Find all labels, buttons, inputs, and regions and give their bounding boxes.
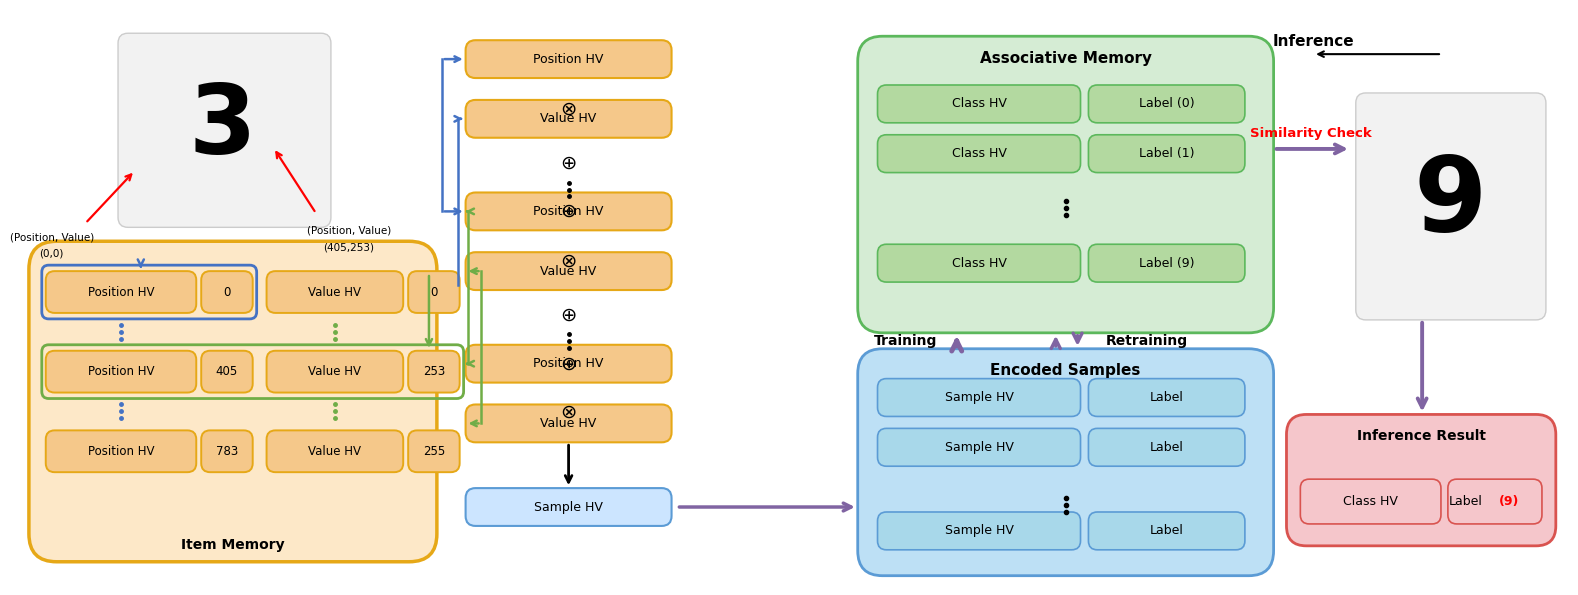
Text: Label: Label <box>1449 495 1483 508</box>
Text: 783: 783 <box>216 445 238 458</box>
FancyBboxPatch shape <box>858 349 1273 576</box>
FancyBboxPatch shape <box>1089 245 1245 282</box>
Text: Position HV: Position HV <box>88 445 155 458</box>
FancyBboxPatch shape <box>1089 378 1245 416</box>
Text: Position HV: Position HV <box>533 357 604 370</box>
FancyBboxPatch shape <box>877 134 1081 173</box>
Text: 255: 255 <box>423 445 445 458</box>
FancyBboxPatch shape <box>1286 415 1556 546</box>
FancyBboxPatch shape <box>466 193 672 230</box>
Text: ⊕: ⊕ <box>560 305 578 324</box>
Text: 405: 405 <box>216 365 238 378</box>
FancyBboxPatch shape <box>46 350 196 393</box>
FancyBboxPatch shape <box>267 350 404 393</box>
Text: Value HV: Value HV <box>308 365 361 378</box>
FancyBboxPatch shape <box>202 271 252 313</box>
FancyBboxPatch shape <box>858 36 1273 333</box>
Text: Position HV: Position HV <box>88 365 155 378</box>
FancyBboxPatch shape <box>409 350 459 393</box>
FancyBboxPatch shape <box>1300 479 1441 524</box>
FancyBboxPatch shape <box>1089 134 1245 173</box>
FancyBboxPatch shape <box>118 33 331 227</box>
Text: Inference: Inference <box>1272 34 1354 49</box>
Text: Value HV: Value HV <box>540 112 596 126</box>
Text: Value HV: Value HV <box>308 286 361 299</box>
Text: Class HV: Class HV <box>1343 495 1398 508</box>
Text: Label (1): Label (1) <box>1139 147 1195 160</box>
Text: Position HV: Position HV <box>88 286 155 299</box>
FancyBboxPatch shape <box>1089 512 1245 550</box>
Text: Item Memory: Item Memory <box>181 538 284 552</box>
Text: Position HV: Position HV <box>533 205 604 218</box>
Text: 9: 9 <box>1414 152 1486 255</box>
Text: Class HV: Class HV <box>952 256 1007 270</box>
Text: (405,253): (405,253) <box>323 242 374 252</box>
FancyBboxPatch shape <box>877 428 1081 466</box>
Text: Label: Label <box>1150 524 1184 537</box>
Text: Label (9): Label (9) <box>1139 256 1195 270</box>
FancyBboxPatch shape <box>466 100 672 138</box>
FancyBboxPatch shape <box>202 350 252 393</box>
FancyBboxPatch shape <box>1089 428 1245 466</box>
FancyBboxPatch shape <box>466 40 672 78</box>
FancyBboxPatch shape <box>409 430 459 472</box>
Text: ⊕: ⊕ <box>560 202 578 221</box>
FancyBboxPatch shape <box>877 512 1081 550</box>
Text: Training: Training <box>874 334 937 348</box>
Text: (Position, Value): (Position, Value) <box>9 232 93 242</box>
Text: Sample HV: Sample HV <box>945 391 1013 404</box>
Text: ⊗: ⊗ <box>560 252 578 271</box>
Text: Position HV: Position HV <box>533 52 604 65</box>
FancyBboxPatch shape <box>466 252 672 290</box>
Text: Inference Result: Inference Result <box>1357 430 1485 443</box>
Text: Value HV: Value HV <box>308 445 361 458</box>
FancyBboxPatch shape <box>1356 93 1546 320</box>
Text: Similarity Check: Similarity Check <box>1250 127 1373 140</box>
Text: Label: Label <box>1150 391 1184 404</box>
FancyBboxPatch shape <box>28 241 437 562</box>
Text: Class HV: Class HV <box>952 147 1007 160</box>
FancyBboxPatch shape <box>877 378 1081 416</box>
Text: 0: 0 <box>431 286 437 299</box>
FancyBboxPatch shape <box>409 271 459 313</box>
FancyBboxPatch shape <box>202 430 252 472</box>
Text: ⊕: ⊕ <box>560 355 578 374</box>
Text: Sample HV: Sample HV <box>945 441 1013 454</box>
Text: Retraining: Retraining <box>1106 334 1188 348</box>
Text: Value HV: Value HV <box>540 417 596 430</box>
Text: (0,0): (0,0) <box>39 248 63 258</box>
Text: ⊗: ⊗ <box>560 403 578 422</box>
Text: Associative Memory: Associative Memory <box>980 51 1152 65</box>
Text: Value HV: Value HV <box>540 265 596 278</box>
FancyBboxPatch shape <box>877 245 1081 282</box>
Text: Encoded Samples: Encoded Samples <box>991 363 1141 378</box>
Text: ⊗: ⊗ <box>560 99 578 118</box>
FancyBboxPatch shape <box>1089 85 1245 123</box>
Text: 0: 0 <box>222 286 230 299</box>
FancyBboxPatch shape <box>1449 479 1542 524</box>
FancyBboxPatch shape <box>466 488 672 526</box>
Text: (9): (9) <box>1499 495 1520 508</box>
FancyBboxPatch shape <box>46 430 196 472</box>
Text: Sample HV: Sample HV <box>533 500 603 513</box>
Text: 253: 253 <box>423 365 445 378</box>
FancyBboxPatch shape <box>466 405 672 442</box>
FancyBboxPatch shape <box>267 430 404 472</box>
FancyBboxPatch shape <box>466 345 672 383</box>
Text: Label (0): Label (0) <box>1139 98 1195 111</box>
Text: 3: 3 <box>188 82 256 174</box>
Text: ⊕: ⊕ <box>560 154 578 173</box>
FancyBboxPatch shape <box>267 271 404 313</box>
Text: (Position, Value): (Position, Value) <box>306 226 391 235</box>
FancyBboxPatch shape <box>877 85 1081 123</box>
Text: Label: Label <box>1150 441 1184 454</box>
Text: Sample HV: Sample HV <box>945 524 1013 537</box>
FancyBboxPatch shape <box>46 271 196 313</box>
Text: Class HV: Class HV <box>952 98 1007 111</box>
